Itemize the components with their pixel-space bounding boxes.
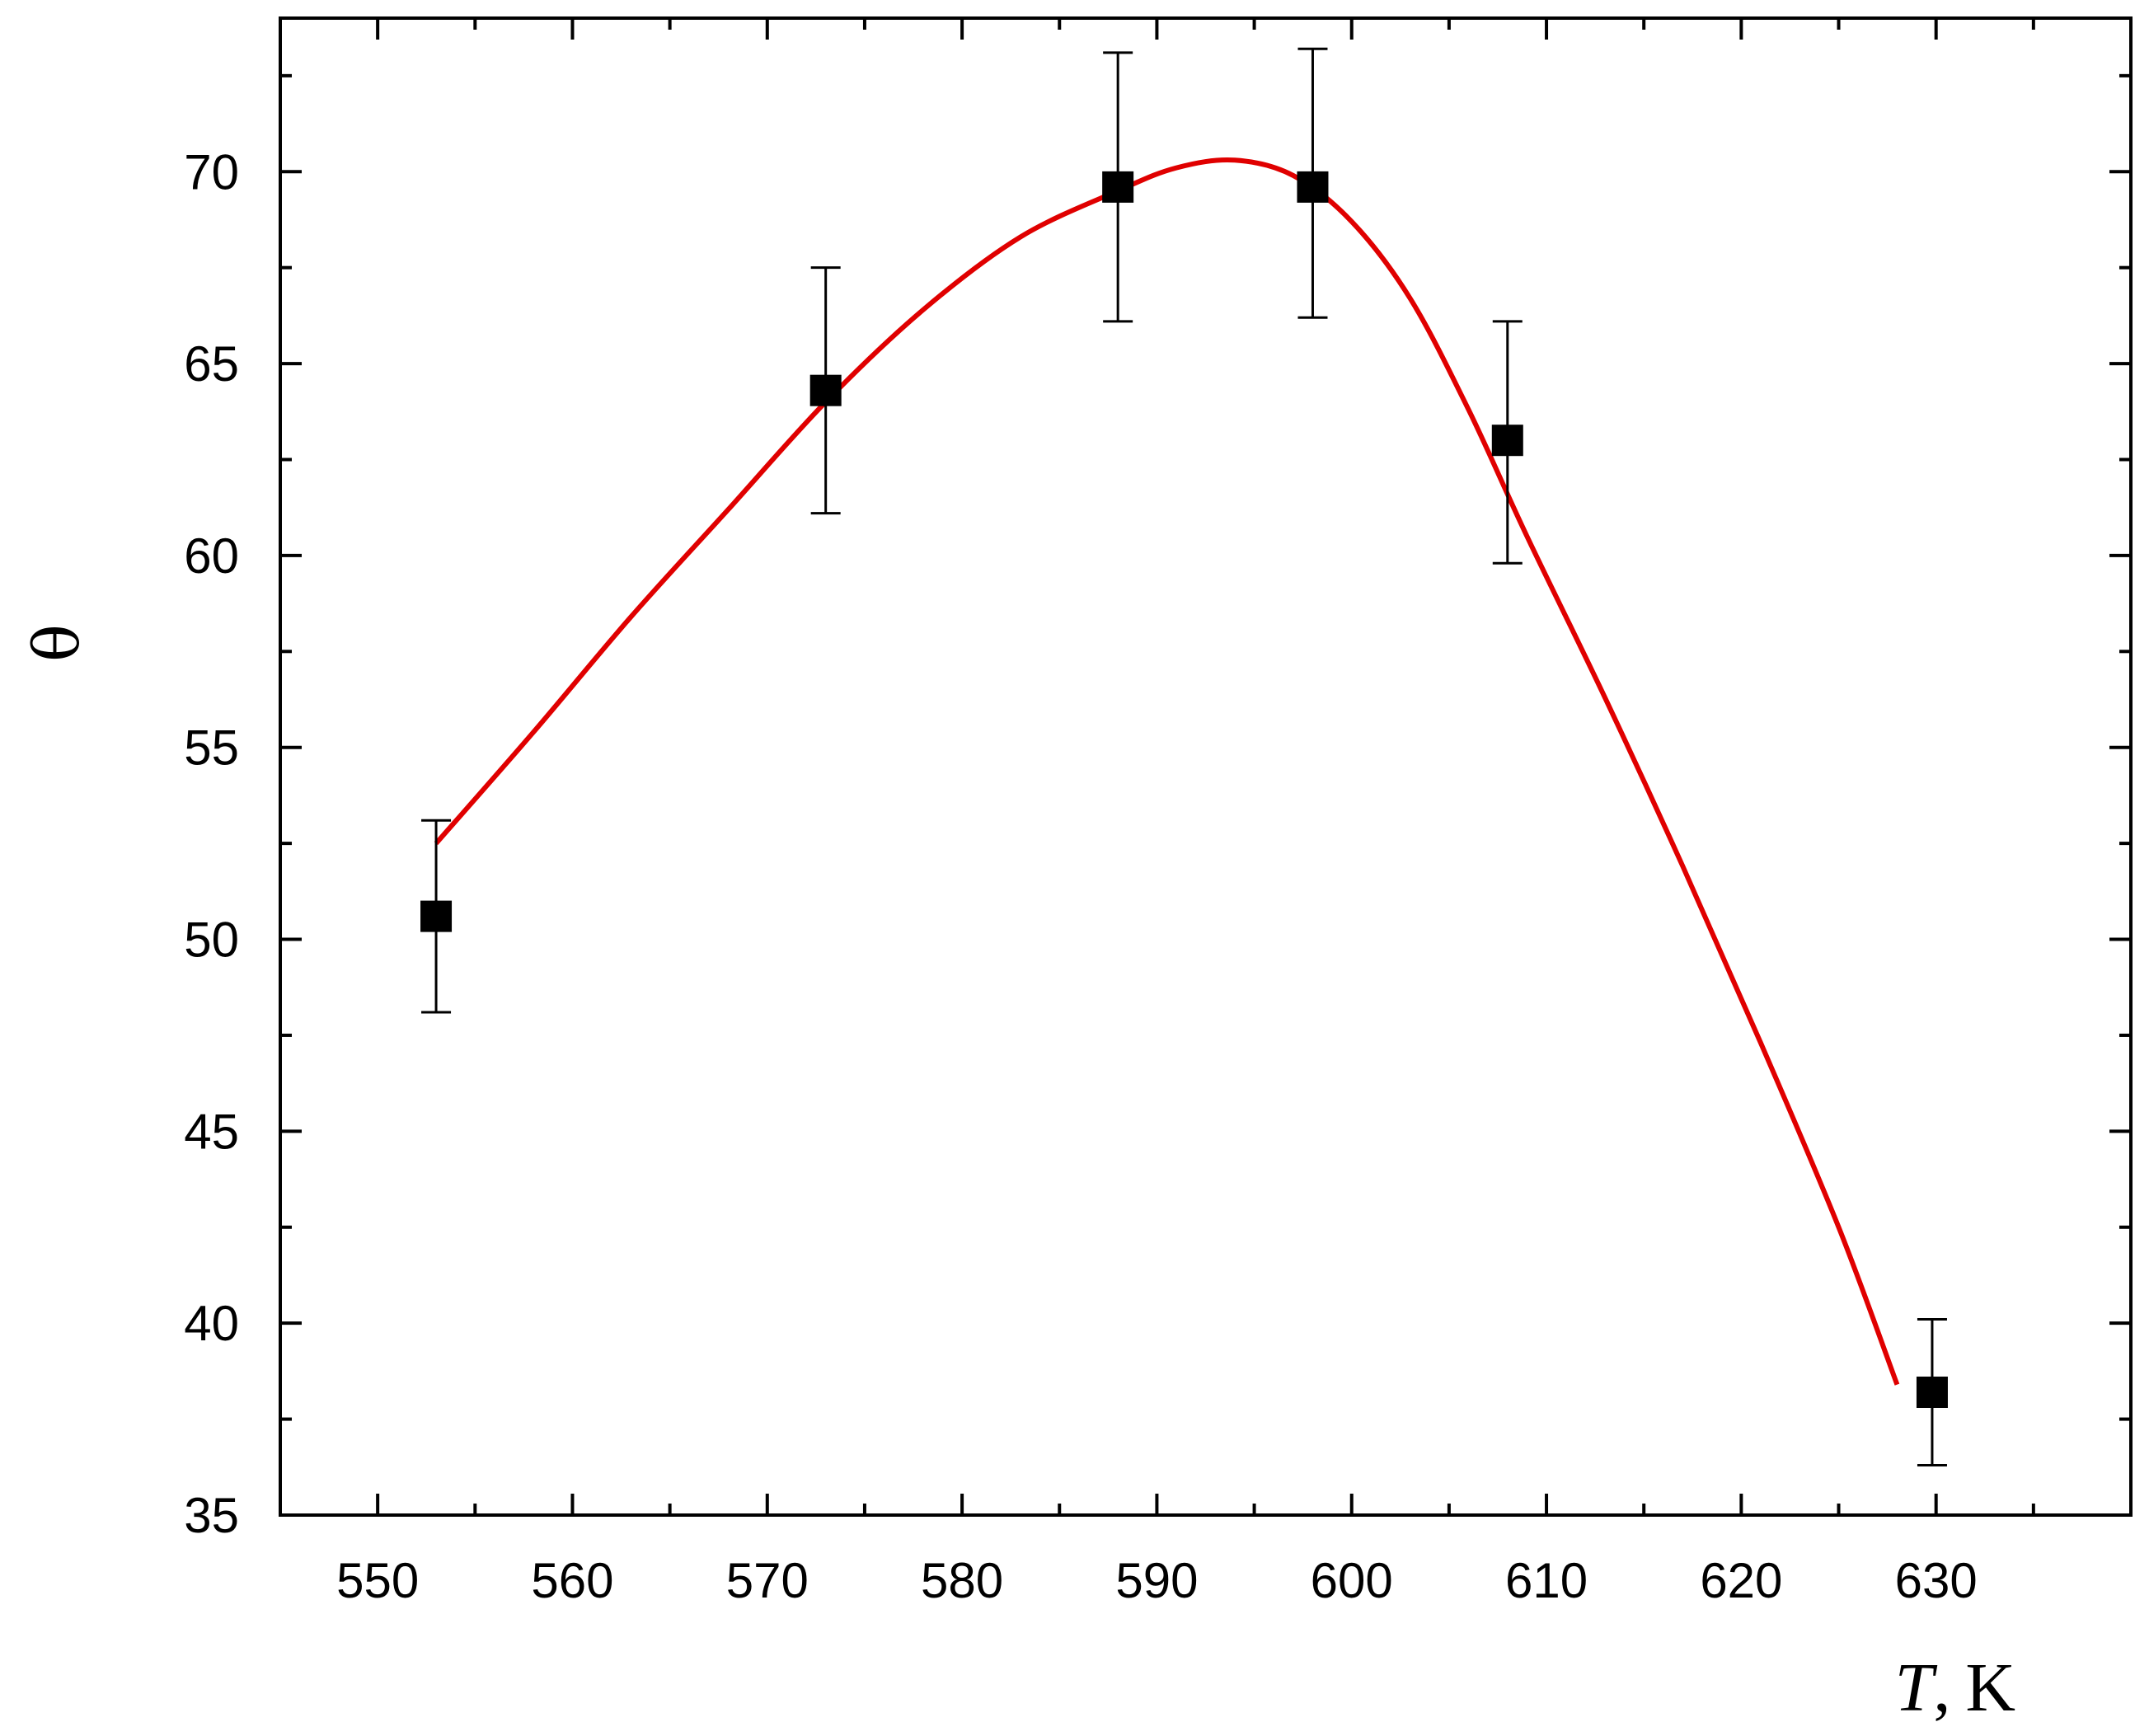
- x-axis: 550 560 570 580 590 600 610 620 630: [336, 18, 2035, 1608]
- x-tick-label: 620: [1700, 1553, 1782, 1608]
- x-tick-label: 630: [1895, 1553, 1978, 1608]
- x-axis-title: T, K: [1895, 1649, 2015, 1726]
- y-tick-label: 60: [184, 528, 239, 584]
- x-tick-label: 570: [726, 1553, 809, 1608]
- x-tick-label: 560: [531, 1553, 613, 1608]
- x-tick-label: 580: [921, 1553, 1003, 1608]
- y-tick-label: 70: [184, 144, 239, 199]
- fit-curve: [434, 157, 1900, 1386]
- x-axis-unit: K: [1965, 1649, 2015, 1726]
- data-point: [1297, 171, 1329, 203]
- y-tick-label: 40: [184, 1296, 239, 1351]
- x-tick-label: 600: [1311, 1553, 1393, 1608]
- y-tick-label: 45: [184, 1104, 239, 1159]
- plot-border: [279, 16, 2133, 1517]
- x-axis-variable: T: [1895, 1649, 1938, 1726]
- y-axis: 35 40 45 50 55 60 65 70: [184, 73, 2131, 1543]
- data-point: [1916, 1376, 1948, 1408]
- y-tick-label: 35: [184, 1488, 239, 1543]
- data-point: [420, 900, 453, 932]
- fit-curve-layer: [434, 157, 1900, 1386]
- data-points-layer: [420, 171, 1948, 1408]
- y-tick-label: 65: [184, 336, 239, 392]
- error-bars-layer: [421, 47, 1947, 1466]
- y-tick-label: 55: [184, 720, 239, 776]
- data-point: [1102, 171, 1134, 203]
- x-tick-label: 550: [336, 1553, 419, 1608]
- y-axis-title: θ: [20, 624, 93, 662]
- data-point: [809, 374, 842, 406]
- plot-frame: [279, 16, 2133, 1517]
- y-tick-label: 50: [184, 913, 239, 968]
- data-point: [1491, 425, 1523, 457]
- x-tick-label: 590: [1115, 1553, 1198, 1608]
- x-tick-label: 610: [1505, 1553, 1588, 1608]
- x-axis-separator: ,: [1933, 1649, 1950, 1726]
